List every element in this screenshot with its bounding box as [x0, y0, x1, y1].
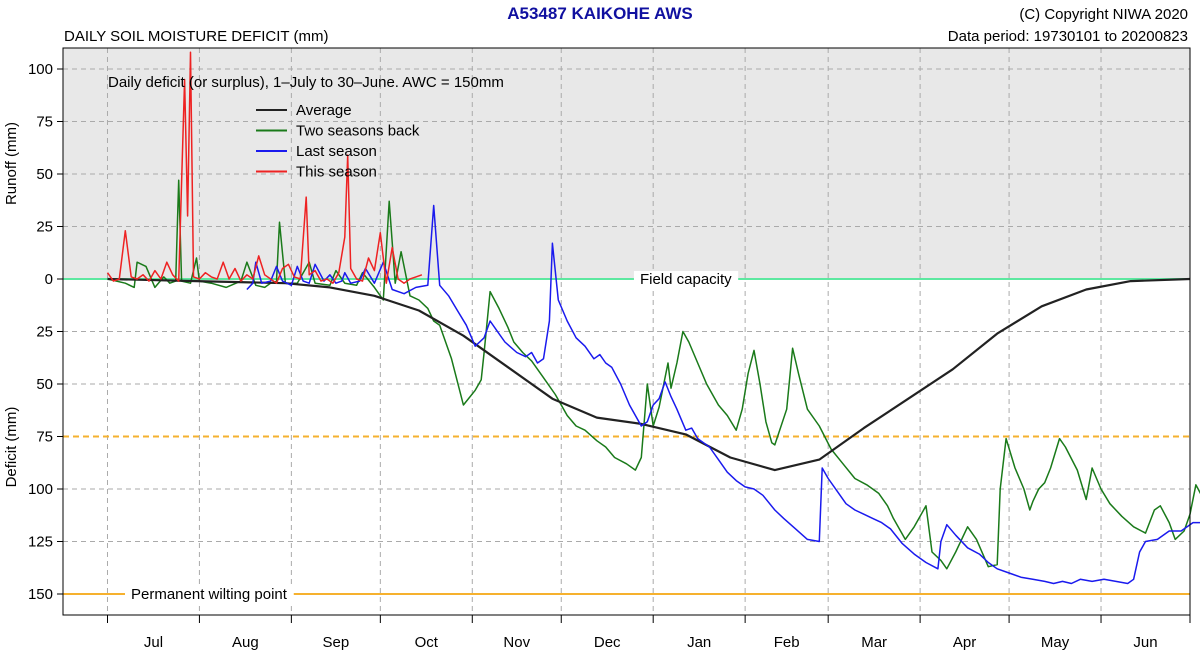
- x-tick-label: Sep: [323, 634, 350, 651]
- y-tick-label: 75: [36, 114, 53, 131]
- chart-title: A53487 KAIKOHE AWS: [507, 4, 693, 23]
- field-capacity-label: Field capacity: [640, 271, 732, 288]
- wilting-point-label-bg: [125, 586, 294, 603]
- x-tick-label: Aug: [232, 634, 259, 651]
- wilting-point-label: Permanent wilting point: [131, 586, 288, 603]
- legend: Daily deficit (or surplus), 1–July to 30…: [108, 74, 504, 181]
- x-tick-label: Nov: [503, 634, 530, 651]
- y-tick-label: 0: [45, 271, 53, 288]
- series-line-two_seasons_back: [107, 179, 1200, 570]
- field-capacity-label-bg: [633, 271, 739, 288]
- data-period-text: Data period: 19730101 to 20200823: [947, 28, 1188, 45]
- x-tick-label: May: [1041, 634, 1070, 651]
- y-axis-label-deficit: Deficit (mm): [3, 407, 20, 488]
- y-tick-label: 25: [36, 219, 53, 236]
- legend-label-this_season: This season: [296, 164, 377, 181]
- y-tick-label: 100: [28, 481, 53, 498]
- x-tick-label: Feb: [774, 634, 800, 651]
- reference-labels: Field capacity Permanent wilting point: [125, 271, 739, 603]
- series-line-average: [107, 277, 1191, 472]
- series-line-this_season: [106, 51, 423, 284]
- x-tick-label: Oct: [415, 634, 439, 651]
- series-lines: [106, 51, 1200, 585]
- runoff-region-background: [63, 48, 1190, 279]
- chart-annotation: Daily deficit (or surplus), 1–July to 30…: [108, 74, 504, 91]
- chart-subtitle: DAILY SOIL MOISTURE DEFICIT (mm): [64, 28, 329, 45]
- y-tick-label: 50: [36, 376, 53, 393]
- axes: 100 75 50 25 0 25 50 75 100 125 150 Jul Aug Sep Oct Nov…: [3, 61, 1191, 651]
- y-tick-label: 100: [28, 61, 53, 78]
- reference-lines: [63, 278, 1190, 595]
- x-tick-label: Jan: [687, 634, 711, 651]
- x-tick-label: Dec: [594, 634, 621, 651]
- y-tick-label: 50: [36, 166, 53, 183]
- x-tick-label: Mar: [861, 634, 887, 651]
- x-tick-label: Jun: [1133, 634, 1157, 651]
- y-tick-label: 150: [28, 586, 53, 603]
- legend-label-two_seasons_back: Two seasons back: [296, 123, 420, 140]
- copyright-text: (C) Copyright NIWA 2020: [1019, 6, 1188, 23]
- x-tick-label: Apr: [953, 634, 976, 651]
- legend-label-last_season: Last season: [296, 143, 377, 160]
- series-line-last_season: [246, 204, 1200, 585]
- y-tick-label: 125: [28, 534, 53, 551]
- legend-label-average: Average: [296, 102, 352, 119]
- x-tick-label: Jul: [144, 634, 163, 651]
- y-tick-label: 75: [36, 429, 53, 446]
- y-tick-label: 25: [36, 324, 53, 341]
- y-axis-label-runoff: Runoff (mm): [3, 122, 20, 205]
